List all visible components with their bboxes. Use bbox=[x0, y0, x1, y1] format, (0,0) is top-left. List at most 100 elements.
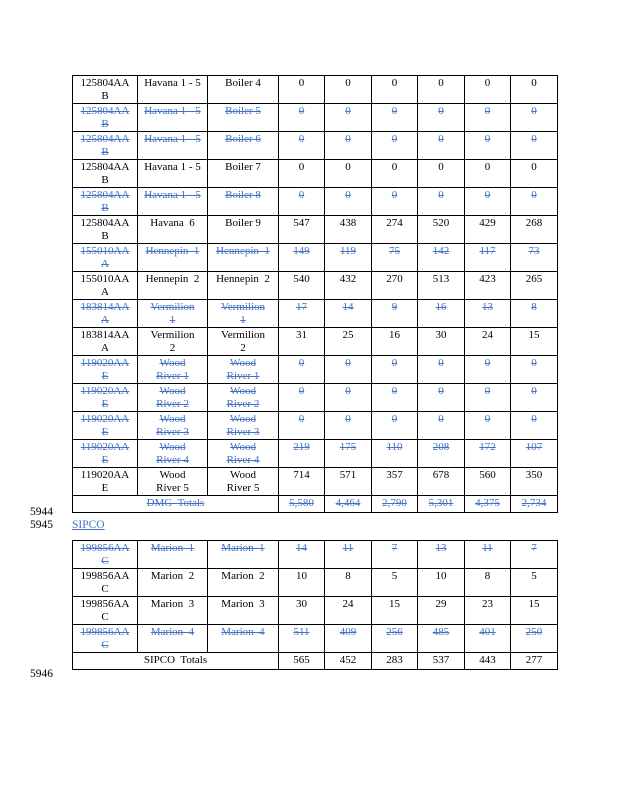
totals-row: DMG Totals 5,580 4,464 2,790 5,301 4,375 2,734 bbox=[72, 495, 558, 513]
value-cell: 547 bbox=[293, 217, 310, 229]
value-cell: 401 bbox=[479, 626, 496, 638]
value-cell: 250 bbox=[525, 626, 543, 638]
value-cell: 274 bbox=[386, 217, 403, 229]
value-cell: 0 bbox=[391, 161, 398, 173]
table-cell: 0 bbox=[278, 103, 325, 132]
table-cell: 0 bbox=[371, 411, 418, 440]
table-cell: 10 bbox=[417, 568, 465, 597]
table-cell: 0 bbox=[464, 411, 511, 440]
table-cell: Marion 3 bbox=[207, 596, 279, 625]
table-cell: 0 bbox=[324, 187, 372, 216]
table-cell: 277 bbox=[510, 652, 558, 670]
table-cell: 8 bbox=[324, 568, 372, 597]
value-cell: 0 bbox=[531, 105, 537, 117]
facility-id: 199856AA C bbox=[80, 626, 130, 651]
facility-id: 199856AA C bbox=[80, 570, 130, 595]
value-cell: 175 bbox=[339, 441, 357, 453]
table-cell: 0 bbox=[417, 75, 465, 104]
table-cell: 0 bbox=[278, 159, 325, 188]
table-row: 125804AA B Havana 1 - 5 Boiler 4 0 0 0 0 0 0 bbox=[72, 75, 558, 104]
value-cell: 0 bbox=[484, 77, 491, 89]
table-cell: 110 bbox=[371, 439, 418, 468]
value-cell: 14 bbox=[296, 542, 307, 554]
table-row: 183814AA A Vermilion 1 Vermilion 1 17 14 9 16 1… bbox=[72, 299, 558, 328]
value-cell: 2,734 bbox=[521, 497, 547, 509]
value-cell: 0 bbox=[391, 413, 398, 425]
table-cell: Havana 1 - 5 bbox=[137, 131, 208, 160]
table-cell: 565 bbox=[278, 652, 325, 670]
table-cell: 24 bbox=[324, 596, 372, 625]
table-cell: 25 bbox=[324, 327, 372, 356]
unit-name: Wood River 3 bbox=[226, 413, 260, 438]
table-cell: 0 bbox=[324, 411, 372, 440]
table-row: 119020AA E Wood River 2 Wood River 2 0 0 0 0 0 0 bbox=[72, 383, 558, 412]
value-cell: 0 bbox=[531, 189, 537, 201]
value-cell: 565 bbox=[293, 654, 310, 666]
table-cell: Wood River 5 bbox=[137, 467, 208, 496]
table-cell: 7 bbox=[371, 540, 418, 569]
value-cell: 357 bbox=[386, 469, 403, 481]
plant-name: Marion 2 bbox=[150, 570, 195, 582]
table-cell: 149 bbox=[278, 243, 325, 272]
table-cell: 513 bbox=[417, 271, 465, 300]
table-row: 199856AA C Marion 4 Marion 4 511 409 256 485 40… bbox=[72, 624, 558, 653]
table-row: 199856AA C Marion 1 Marion 1 14 11 7 13 11 7 bbox=[72, 540, 558, 569]
unit-name: Wood River 2 bbox=[226, 385, 260, 410]
table-cell: Havana 6 bbox=[137, 215, 208, 244]
table-cell: 571 bbox=[324, 467, 372, 496]
table-cell: 125804AA B bbox=[72, 215, 138, 244]
value-cell: 172 bbox=[479, 441, 496, 453]
value-cell: 283 bbox=[386, 654, 403, 666]
table-cell: 16 bbox=[417, 299, 465, 328]
table-cell: Marion 3 bbox=[137, 596, 208, 625]
table-cell: 4,464 bbox=[324, 495, 372, 513]
unit-name: Vermilion 2 bbox=[221, 329, 265, 354]
value-cell: 31 bbox=[296, 329, 307, 341]
facility-id: 125804AA B bbox=[80, 189, 130, 214]
value-cell: 11 bbox=[342, 542, 354, 554]
value-cell: 15 bbox=[528, 329, 540, 341]
value-cell: 0 bbox=[345, 385, 351, 397]
table-cell: Hennepin 1 bbox=[137, 243, 208, 272]
value-cell: 0 bbox=[438, 413, 444, 425]
facility-id: 199856AA C bbox=[80, 598, 130, 623]
table-cell: DMG Totals bbox=[72, 495, 279, 513]
facility-id: 155010AA A bbox=[80, 273, 130, 298]
value-cell: 277 bbox=[525, 654, 543, 666]
facility-id: 119020AA E bbox=[80, 385, 130, 410]
unit-name: Wood River 1 bbox=[226, 357, 260, 382]
table-cell: Wood River 5 bbox=[207, 467, 279, 496]
value-cell: 0 bbox=[391, 77, 398, 89]
table-cell: 401 bbox=[464, 624, 511, 653]
value-cell: 268 bbox=[525, 217, 543, 229]
table-cell: 107 bbox=[510, 439, 558, 468]
table-cell: 125804AA B bbox=[72, 187, 138, 216]
value-cell: 8 bbox=[484, 570, 491, 582]
totals-row: SIPCO Totals 565 452 283 537 443 277 bbox=[72, 652, 558, 670]
table-cell: 270 bbox=[371, 271, 418, 300]
table-cell: 560 bbox=[464, 467, 511, 496]
unit-name: Hennepin 2 bbox=[216, 273, 270, 285]
unit-name: Boiler 8 bbox=[225, 189, 261, 201]
table-cell: 0 bbox=[278, 187, 325, 216]
table-cell: 5,580 bbox=[278, 495, 325, 513]
value-cell: 520 bbox=[432, 217, 450, 229]
table-cell: 10 bbox=[278, 568, 325, 597]
unit-name: Marion 3 bbox=[221, 598, 265, 610]
value-cell: 0 bbox=[484, 189, 491, 201]
value-cell: 0 bbox=[484, 133, 491, 145]
totals-label: DMG Totals bbox=[146, 497, 205, 509]
table-cell: 0 bbox=[371, 131, 418, 160]
value-cell: 0 bbox=[391, 105, 398, 117]
value-cell: 13 bbox=[482, 301, 493, 313]
table-cell: 73 bbox=[510, 243, 558, 272]
table-cell: 283 bbox=[371, 652, 418, 670]
table-cell: 0 bbox=[510, 103, 558, 132]
table-cell: 155010AA A bbox=[72, 271, 138, 300]
table-cell: Boiler 4 bbox=[207, 75, 279, 104]
table-cell: 0 bbox=[510, 411, 558, 440]
table-cell: 547 bbox=[278, 215, 325, 244]
value-cell: 7 bbox=[531, 542, 537, 554]
table-cell: Wood River 4 bbox=[137, 439, 208, 468]
